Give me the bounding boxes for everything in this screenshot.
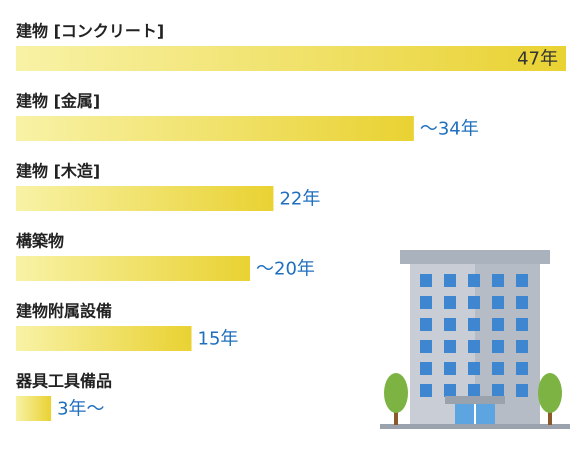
window xyxy=(444,340,456,353)
window xyxy=(516,362,528,375)
window xyxy=(516,274,528,287)
window xyxy=(420,318,432,331)
bar xyxy=(16,186,274,211)
value-label: 15年 xyxy=(198,329,239,350)
window xyxy=(420,340,432,353)
bar xyxy=(16,256,251,281)
window xyxy=(492,296,504,309)
value-label: 〜20年 xyxy=(256,259,315,280)
bar xyxy=(16,396,52,421)
value-label: 47年 xyxy=(517,49,558,70)
value-label: 〜34年 xyxy=(420,119,479,140)
window xyxy=(444,296,456,309)
window xyxy=(468,296,480,309)
window xyxy=(468,340,480,353)
window xyxy=(468,318,480,331)
window xyxy=(444,362,456,375)
window xyxy=(492,340,504,353)
category-label: 建物 [コンクリート] xyxy=(16,22,164,41)
value-label: 22年 xyxy=(279,189,320,210)
category-label: 建物 [金属] xyxy=(16,92,100,111)
window xyxy=(516,296,528,309)
bar xyxy=(16,46,566,71)
value-label: 3年〜 xyxy=(57,399,104,420)
bar xyxy=(16,326,192,351)
category-label: 器具工具備品 xyxy=(15,372,112,391)
category-label: 建物附属設備 xyxy=(16,302,112,321)
window xyxy=(492,384,504,397)
window xyxy=(492,362,504,375)
window xyxy=(420,384,432,397)
window xyxy=(492,274,504,287)
window xyxy=(444,384,456,397)
window xyxy=(468,384,480,397)
window xyxy=(444,274,456,287)
window xyxy=(516,318,528,331)
category-label: 構築物 xyxy=(16,232,64,251)
window xyxy=(492,318,504,331)
building-illustration xyxy=(380,250,570,429)
window xyxy=(468,274,480,287)
category-label: 建物 [木造] xyxy=(16,162,100,181)
window xyxy=(444,318,456,331)
window xyxy=(420,296,432,309)
window xyxy=(468,362,480,375)
bar xyxy=(16,116,414,141)
window xyxy=(420,362,432,375)
window xyxy=(516,384,528,397)
window xyxy=(516,340,528,353)
window xyxy=(420,274,432,287)
